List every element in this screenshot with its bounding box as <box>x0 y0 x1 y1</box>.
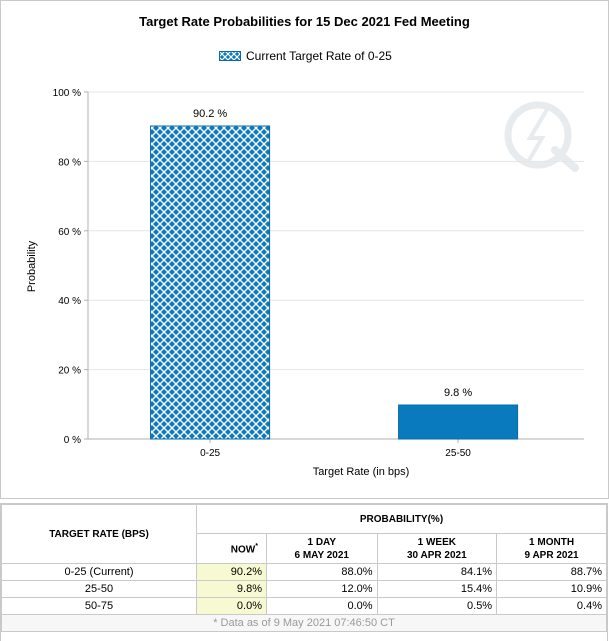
cell-now: 90.2% <box>196 563 267 581</box>
col-1week-line2: 30 APR 2021 <box>406 549 467 561</box>
col-1month-line2: 9 APR 2021 <box>524 549 579 561</box>
col-1day-line1: 1 DAY <box>307 536 337 548</box>
chart-legend[interactable]: Current Target Rate of 0-25 <box>219 49 392 63</box>
watermark-logo <box>504 101 579 172</box>
col-header-1month: 1 MONTH 9 APR 2021 <box>496 533 607 564</box>
cell-1day: 0.0% <box>265 597 378 615</box>
table-row: 50-75 0.0% 0.0% 0.5% 0.4% <box>1 597 607 615</box>
y-tick-label: 40 % <box>58 296 81 307</box>
table-row: 25-50 9.8% 12.0% 15.4% 10.9% <box>1 580 607 598</box>
y-axis-title: Probability <box>26 240 38 292</box>
cell-now: 9.8% <box>196 580 267 598</box>
col-header-now: NOW* <box>196 533 267 564</box>
x-tick-label: 0-25 <box>200 448 220 459</box>
x-axis-title: Target Rate (in bps) <box>313 466 410 478</box>
bars <box>150 125 519 440</box>
row-label: 50-75 <box>1 597 197 615</box>
header-target-rate: TARGET RATE (BPS) <box>1 504 197 564</box>
col-header-1day: 1 DAY 6 MAY 2021 <box>265 533 378 564</box>
bar-25-50 <box>398 404 519 440</box>
probability-table: TARGET RATE (BPS) PROBABILITY(%) NOW* 1 … <box>1 504 607 632</box>
cell-1month: 0.4% <box>496 597 607 615</box>
cell-1month: 88.7% <box>496 563 607 581</box>
bar-0-25 <box>150 125 271 440</box>
x-tick-label: 25-50 <box>445 448 471 459</box>
col-header-1week: 1 WEEK 30 APR 2021 <box>376 533 498 564</box>
bar-value-label: 9.8 % <box>444 387 472 399</box>
bar-chart: 0 % 20 % 40 % 60 % 80 % 100 % 90.2 % 0-25 9.8 % 2… <box>26 88 584 478</box>
col-now-label: NOW <box>230 544 256 556</box>
cell-1week: 84.1% <box>376 563 498 581</box>
data-timestamp-footnote: * Data as of 9 May 2021 07:46:50 CT <box>1 614 607 632</box>
cell-1day: 12.0% <box>265 580 378 598</box>
y-tick-label: 100 % <box>53 88 81 99</box>
col-now-marker: * <box>255 543 258 551</box>
col-1month-line1: 1 MONTH <box>529 536 575 548</box>
cell-1week: 0.5% <box>376 597 498 615</box>
bar-value-label: 90.2 % <box>193 108 227 120</box>
row-label: 0-25 (Current) <box>1 563 197 581</box>
y-tick-label: 80 % <box>58 157 81 168</box>
legend-label: Current Target Rate of 0-25 <box>246 49 392 63</box>
cell-now: 0.0% <box>196 597 267 615</box>
probability-table-container: TARGET RATE (BPS) PROBABILITY(%) NOW* 1 … <box>0 503 608 641</box>
cell-1week: 15.4% <box>376 580 498 598</box>
table-row: 0-25 (Current) 90.2% 88.0% 84.1% 88.7% <box>1 563 607 581</box>
cell-1day: 88.0% <box>265 563 378 581</box>
header-probability: PROBABILITY(%) <box>196 504 607 534</box>
y-tick-label: 60 % <box>58 227 81 238</box>
labels: 0 % 20 % 40 % 60 % 80 % 100 % 90.2 % 0-25 9.8 % 2… <box>26 88 472 478</box>
cell-1month: 10.9% <box>496 580 607 598</box>
row-label: 25-50 <box>1 580 197 598</box>
col-1week-line1: 1 WEEK <box>417 536 456 548</box>
legend-swatch <box>219 51 241 61</box>
y-tick-label: 0 % <box>64 435 81 446</box>
col-1day-line2: 6 MAY 2021 <box>294 549 350 561</box>
chart-title: Target Rate Probabilities for 15 Dec 202… <box>139 14 470 29</box>
y-tick-label: 20 % <box>58 366 81 377</box>
